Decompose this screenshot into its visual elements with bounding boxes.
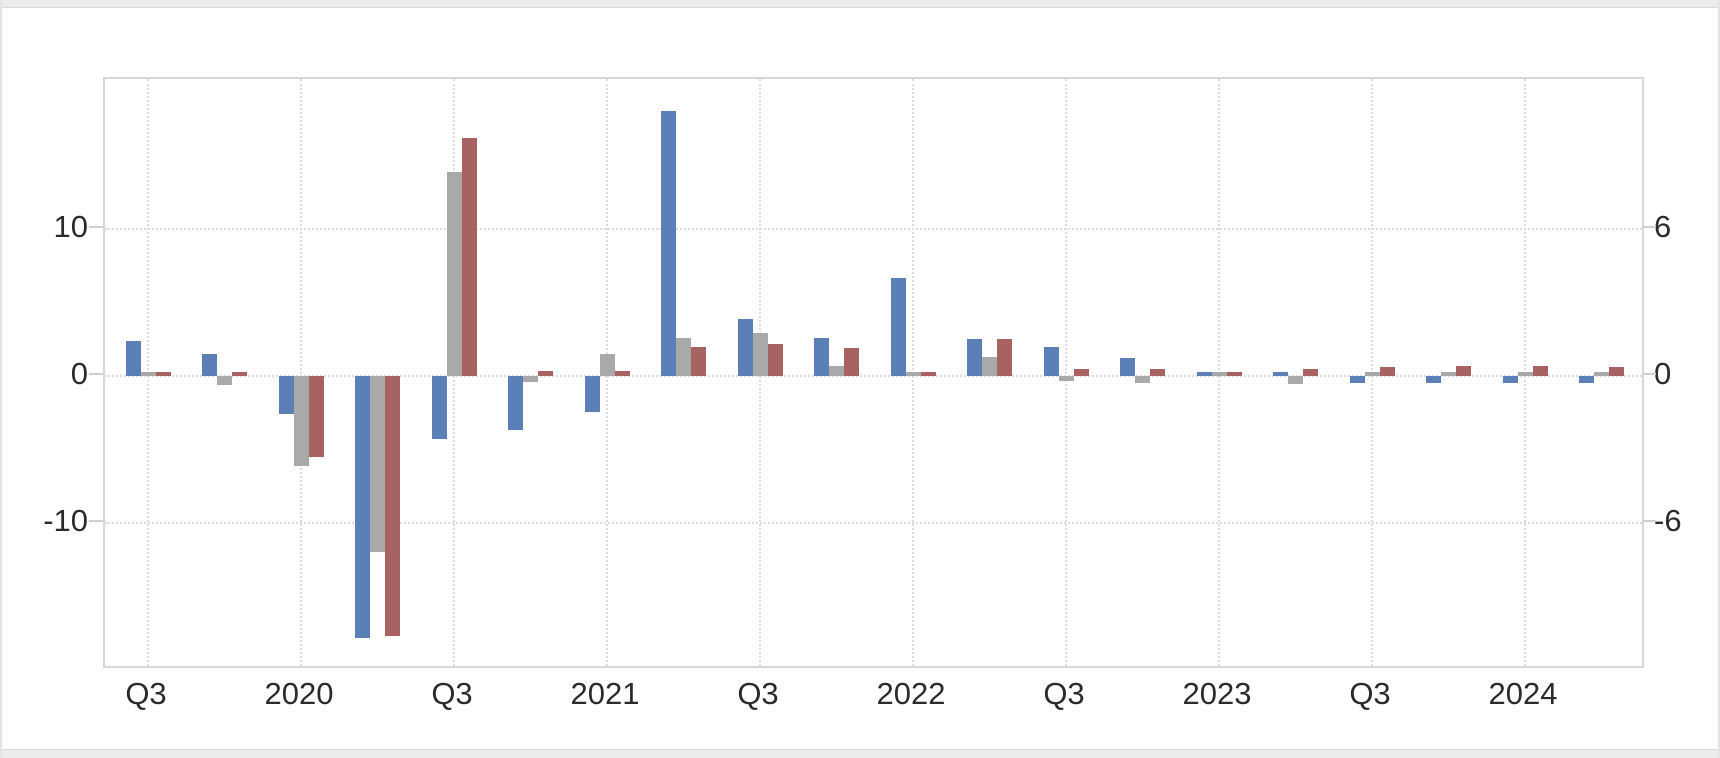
bar-gray (1211, 372, 1227, 376)
x-axis-tick-label: Q3 (1349, 676, 1391, 711)
bar-gray (599, 353, 615, 376)
bar-gray (523, 376, 538, 382)
left-axis-tick-label: -10 (43, 503, 88, 538)
bar-red (1609, 367, 1624, 376)
x-axis-tick-label: Q3 (737, 676, 779, 711)
right-axis-tick-label: 6 (1654, 209, 1672, 244)
bar-blue (355, 376, 370, 638)
bar-gray (1058, 376, 1074, 382)
horizontal-gridline (105, 228, 1642, 230)
left-axis-tick-mark (89, 373, 103, 375)
bar-red (844, 348, 859, 376)
bar-gray (829, 365, 844, 376)
bar-red (538, 370, 553, 376)
bar-gray (293, 376, 309, 466)
x-axis-tick-label: 2020 (264, 676, 334, 711)
bar-red (1303, 369, 1318, 376)
bar-blue (1349, 376, 1365, 384)
bar-gray (1441, 371, 1456, 376)
bar-blue (1043, 346, 1059, 376)
bar-gray (982, 356, 997, 376)
bar-blue (1273, 372, 1288, 376)
bar-gray (752, 333, 768, 376)
bar-red (385, 376, 400, 637)
bar-red (308, 376, 324, 457)
bar-gray (1517, 371, 1533, 376)
bar-blue (125, 340, 141, 376)
bar-gray (140, 371, 156, 376)
bar-blue (1426, 376, 1441, 384)
bar-gray (905, 371, 921, 376)
bar-red (155, 371, 171, 376)
left-axis-tick-mark (89, 226, 103, 228)
left-axis-tick-label: 0 (70, 356, 88, 391)
bar-red (920, 371, 936, 376)
window-top-edge (2, 0, 1718, 8)
bar-red (997, 339, 1012, 376)
bar-red (767, 343, 783, 376)
bar-blue (431, 376, 447, 440)
horizontal-gridline (105, 522, 1642, 524)
bar-gray (446, 171, 462, 376)
bar-red (1532, 366, 1548, 376)
bar-red (1073, 369, 1089, 376)
x-axis-tick-label: Q3 (125, 676, 167, 711)
bar-blue (1502, 376, 1518, 384)
plot-area (103, 77, 1644, 668)
bar-gray (676, 337, 691, 376)
bar-blue (584, 376, 600, 412)
bar-red (1456, 366, 1471, 376)
left-axis-tick-mark (89, 520, 103, 522)
right-axis-tick-mark (1642, 520, 1656, 522)
x-axis-tick-label: 2024 (1488, 676, 1558, 711)
bar-blue (1196, 372, 1212, 376)
bar-blue (1120, 358, 1135, 376)
bar-blue (661, 111, 676, 376)
bar-blue (508, 376, 523, 431)
bar-red (1150, 369, 1165, 376)
window-bottom-edge (2, 749, 1718, 758)
left-axis-tick-label: 10 (53, 209, 88, 244)
bar-red (614, 370, 630, 376)
bar-blue (737, 318, 753, 376)
bar-gray (1594, 371, 1609, 376)
x-axis-tick-label: 2021 (570, 676, 640, 711)
vertical-gridline (300, 79, 302, 666)
bar-blue (967, 339, 982, 376)
right-axis-tick-label: -6 (1654, 503, 1682, 538)
bar-gray (1364, 371, 1380, 376)
bar-blue (814, 337, 829, 376)
bar-blue (202, 353, 217, 376)
bar-red (1379, 367, 1395, 376)
x-axis-tick-label: Q3 (431, 676, 473, 711)
bar-red (232, 371, 247, 376)
horizontal-gridline (105, 375, 1642, 377)
bar-blue (1579, 376, 1594, 384)
x-axis-tick-label: 2023 (1182, 676, 1252, 711)
bar-gray (1135, 376, 1150, 384)
right-axis-tick-label: 0 (1654, 356, 1672, 391)
bar-blue (890, 277, 906, 376)
bar-red (691, 346, 706, 376)
right-axis-tick-mark (1642, 226, 1656, 228)
bar-gray (370, 376, 385, 553)
bar-gray (1288, 376, 1303, 385)
x-axis-tick-label: Q3 (1043, 676, 1085, 711)
vertical-gridline (1065, 79, 1067, 666)
bar-red (1226, 371, 1242, 376)
bar-blue (278, 376, 294, 415)
x-axis-tick-label: 2022 (876, 676, 946, 711)
right-axis-tick-mark (1642, 373, 1656, 375)
bar-gray (217, 376, 232, 385)
bar-red (461, 137, 477, 376)
